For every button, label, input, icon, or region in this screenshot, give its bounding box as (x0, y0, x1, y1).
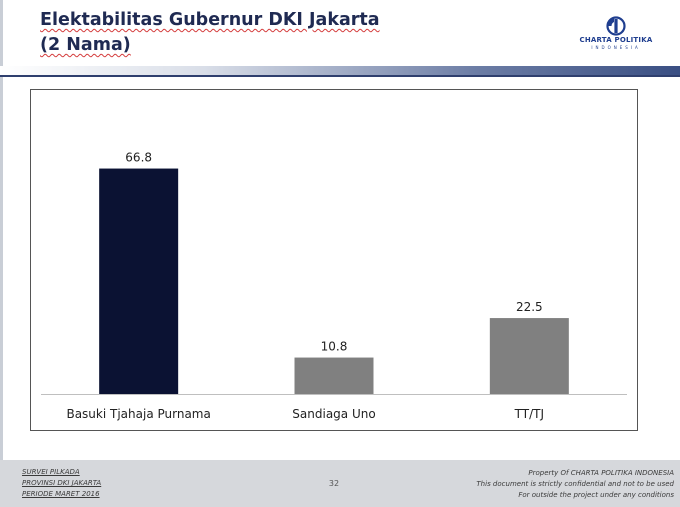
category-label-1: Sandiaga Uno (292, 407, 375, 421)
notice-line: For outside the project under any condit… (518, 491, 674, 499)
survey-info: SURVEI PILKADA PROVINSI DKI JAKARTA PERI… (22, 467, 101, 500)
footer-bar: SURVEI PILKADA PROVINSI DKI JAKARTA PERI… (0, 460, 680, 507)
category-label-2: TT/TJ (514, 407, 544, 421)
category-label-0: Basuki Tjahaja Purnama (66, 407, 210, 421)
data-label-1: 10.8 (321, 340, 348, 354)
title-line-2: (2 Nama) (40, 35, 131, 55)
logo-name: CHARTA POLITIKA (579, 36, 653, 44)
bar-0 (99, 168, 179, 394)
charta-politika-logo: CHARTA POLITIKA INDONESIA (568, 16, 664, 58)
logo-emblem-icon (606, 16, 626, 36)
chart-frame: 66.8 Basuki Tjahaja Purnama 10.8 Sandiaga U… (30, 89, 638, 431)
survey-info-line: SURVEI PILKADA (22, 468, 80, 476)
notice-line: This document is strictly confidential a… (476, 480, 674, 488)
bar-1 (294, 357, 374, 394)
title-line-1: Elektabilitas Gubernur DKI Jakarta (40, 10, 380, 30)
header-divider (0, 75, 680, 77)
left-edge-strip (0, 0, 3, 460)
header-gradient-band (0, 66, 680, 75)
page-number: 32 (328, 479, 340, 488)
survey-info-line: PERIODE MARET 2016 (22, 490, 100, 498)
survey-info-line: PROVINSI DKI JAKARTA (22, 479, 102, 487)
data-label-0: 66.8 (125, 151, 152, 165)
bar-chart: 66.8 Basuki Tjahaja Purnama 10.8 Sandiaga U… (41, 151, 627, 421)
bar-2 (489, 318, 569, 394)
notice-line: Property Of CHARTA POLITIKA INDONESIA (528, 469, 674, 477)
data-label-2: 22.5 (516, 300, 543, 314)
slide-title: Elektabilitas Gubernur DKI Jakarta (2 Na… (40, 8, 380, 58)
confidentiality-notice: Property Of CHARTA POLITIKA INDONESIA Th… (476, 468, 674, 501)
logo-subtitle: INDONESIA (591, 45, 641, 50)
